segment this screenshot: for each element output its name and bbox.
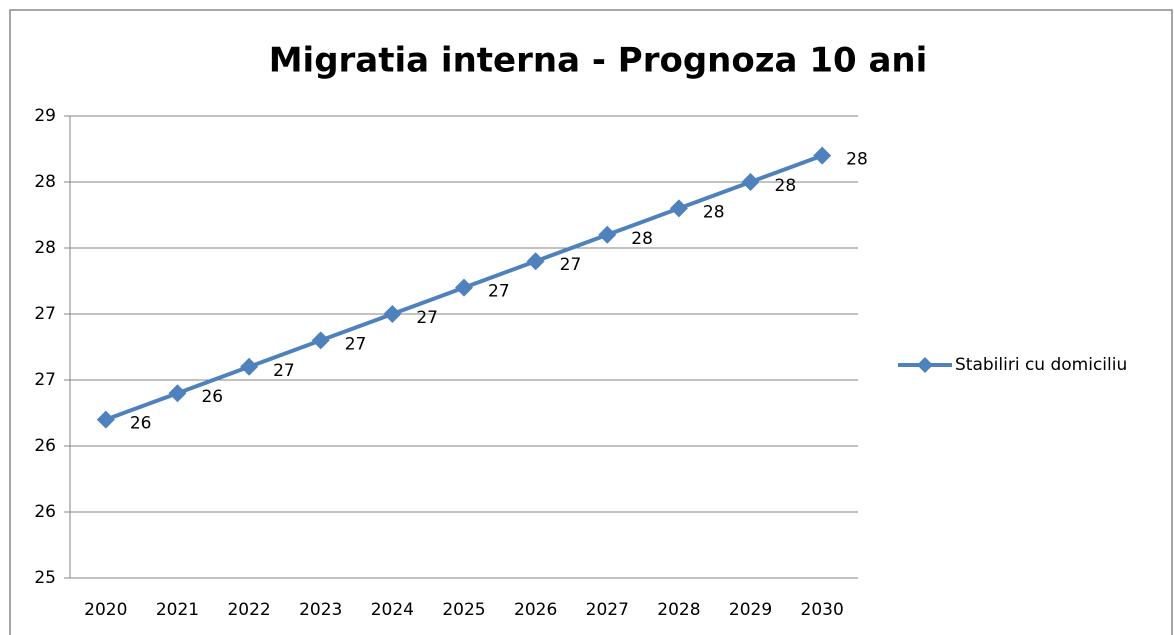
y-tick-label: 27 — [34, 304, 56, 324]
data-label: 27 — [273, 361, 295, 381]
x-tick-label: 2023 — [299, 600, 342, 620]
data-label: 28 — [775, 176, 797, 196]
x-tick-label: 2029 — [729, 600, 772, 620]
marker — [669, 199, 688, 218]
data-label: 27 — [416, 308, 438, 328]
data-label: 27 — [560, 255, 582, 275]
x-tick-label: 2030 — [801, 600, 844, 620]
x-tick-label: 2021 — [156, 600, 199, 620]
data-label: 27 — [488, 282, 510, 302]
legend-marker — [917, 357, 933, 373]
x-tick-label: 2024 — [371, 600, 414, 620]
y-tick-label: 29 — [34, 106, 56, 126]
marker — [168, 384, 187, 403]
marker — [240, 357, 259, 376]
data-label: 28 — [846, 150, 868, 170]
data-label: 26 — [130, 414, 152, 434]
data-label: 27 — [345, 334, 367, 354]
data-label: 28 — [703, 202, 725, 222]
marker — [383, 305, 402, 323]
y-tick-label: 26 — [34, 502, 56, 522]
marker — [311, 331, 330, 350]
y-tick-label: 28 — [34, 172, 56, 192]
chart-title: Migratia interna - Prognoza 10 ani — [269, 41, 928, 81]
x-tick-label: 2028 — [657, 600, 700, 620]
x-tick-label: 2022 — [227, 600, 270, 620]
marker — [741, 173, 760, 191]
marker — [455, 278, 473, 297]
data-label: 26 — [201, 387, 223, 407]
marker — [96, 410, 115, 429]
x-tick-label: 2026 — [514, 600, 557, 620]
y-tick-label: 26 — [34, 436, 56, 456]
marker — [598, 225, 617, 244]
y-tick-label: 25 — [34, 568, 56, 588]
y-tick-label: 27 — [34, 370, 56, 390]
chart-border — [9, 9, 1173, 635]
x-tick-label: 2025 — [442, 600, 485, 620]
data-label: 28 — [631, 229, 653, 249]
marker — [813, 146, 832, 165]
legend-label: Stabiliri cu domiciliu — [955, 355, 1127, 375]
x-tick-label: 2020 — [84, 600, 127, 620]
marker — [526, 252, 545, 271]
y-tick-label: 28 — [34, 238, 56, 258]
x-tick-label: 2027 — [586, 600, 629, 620]
